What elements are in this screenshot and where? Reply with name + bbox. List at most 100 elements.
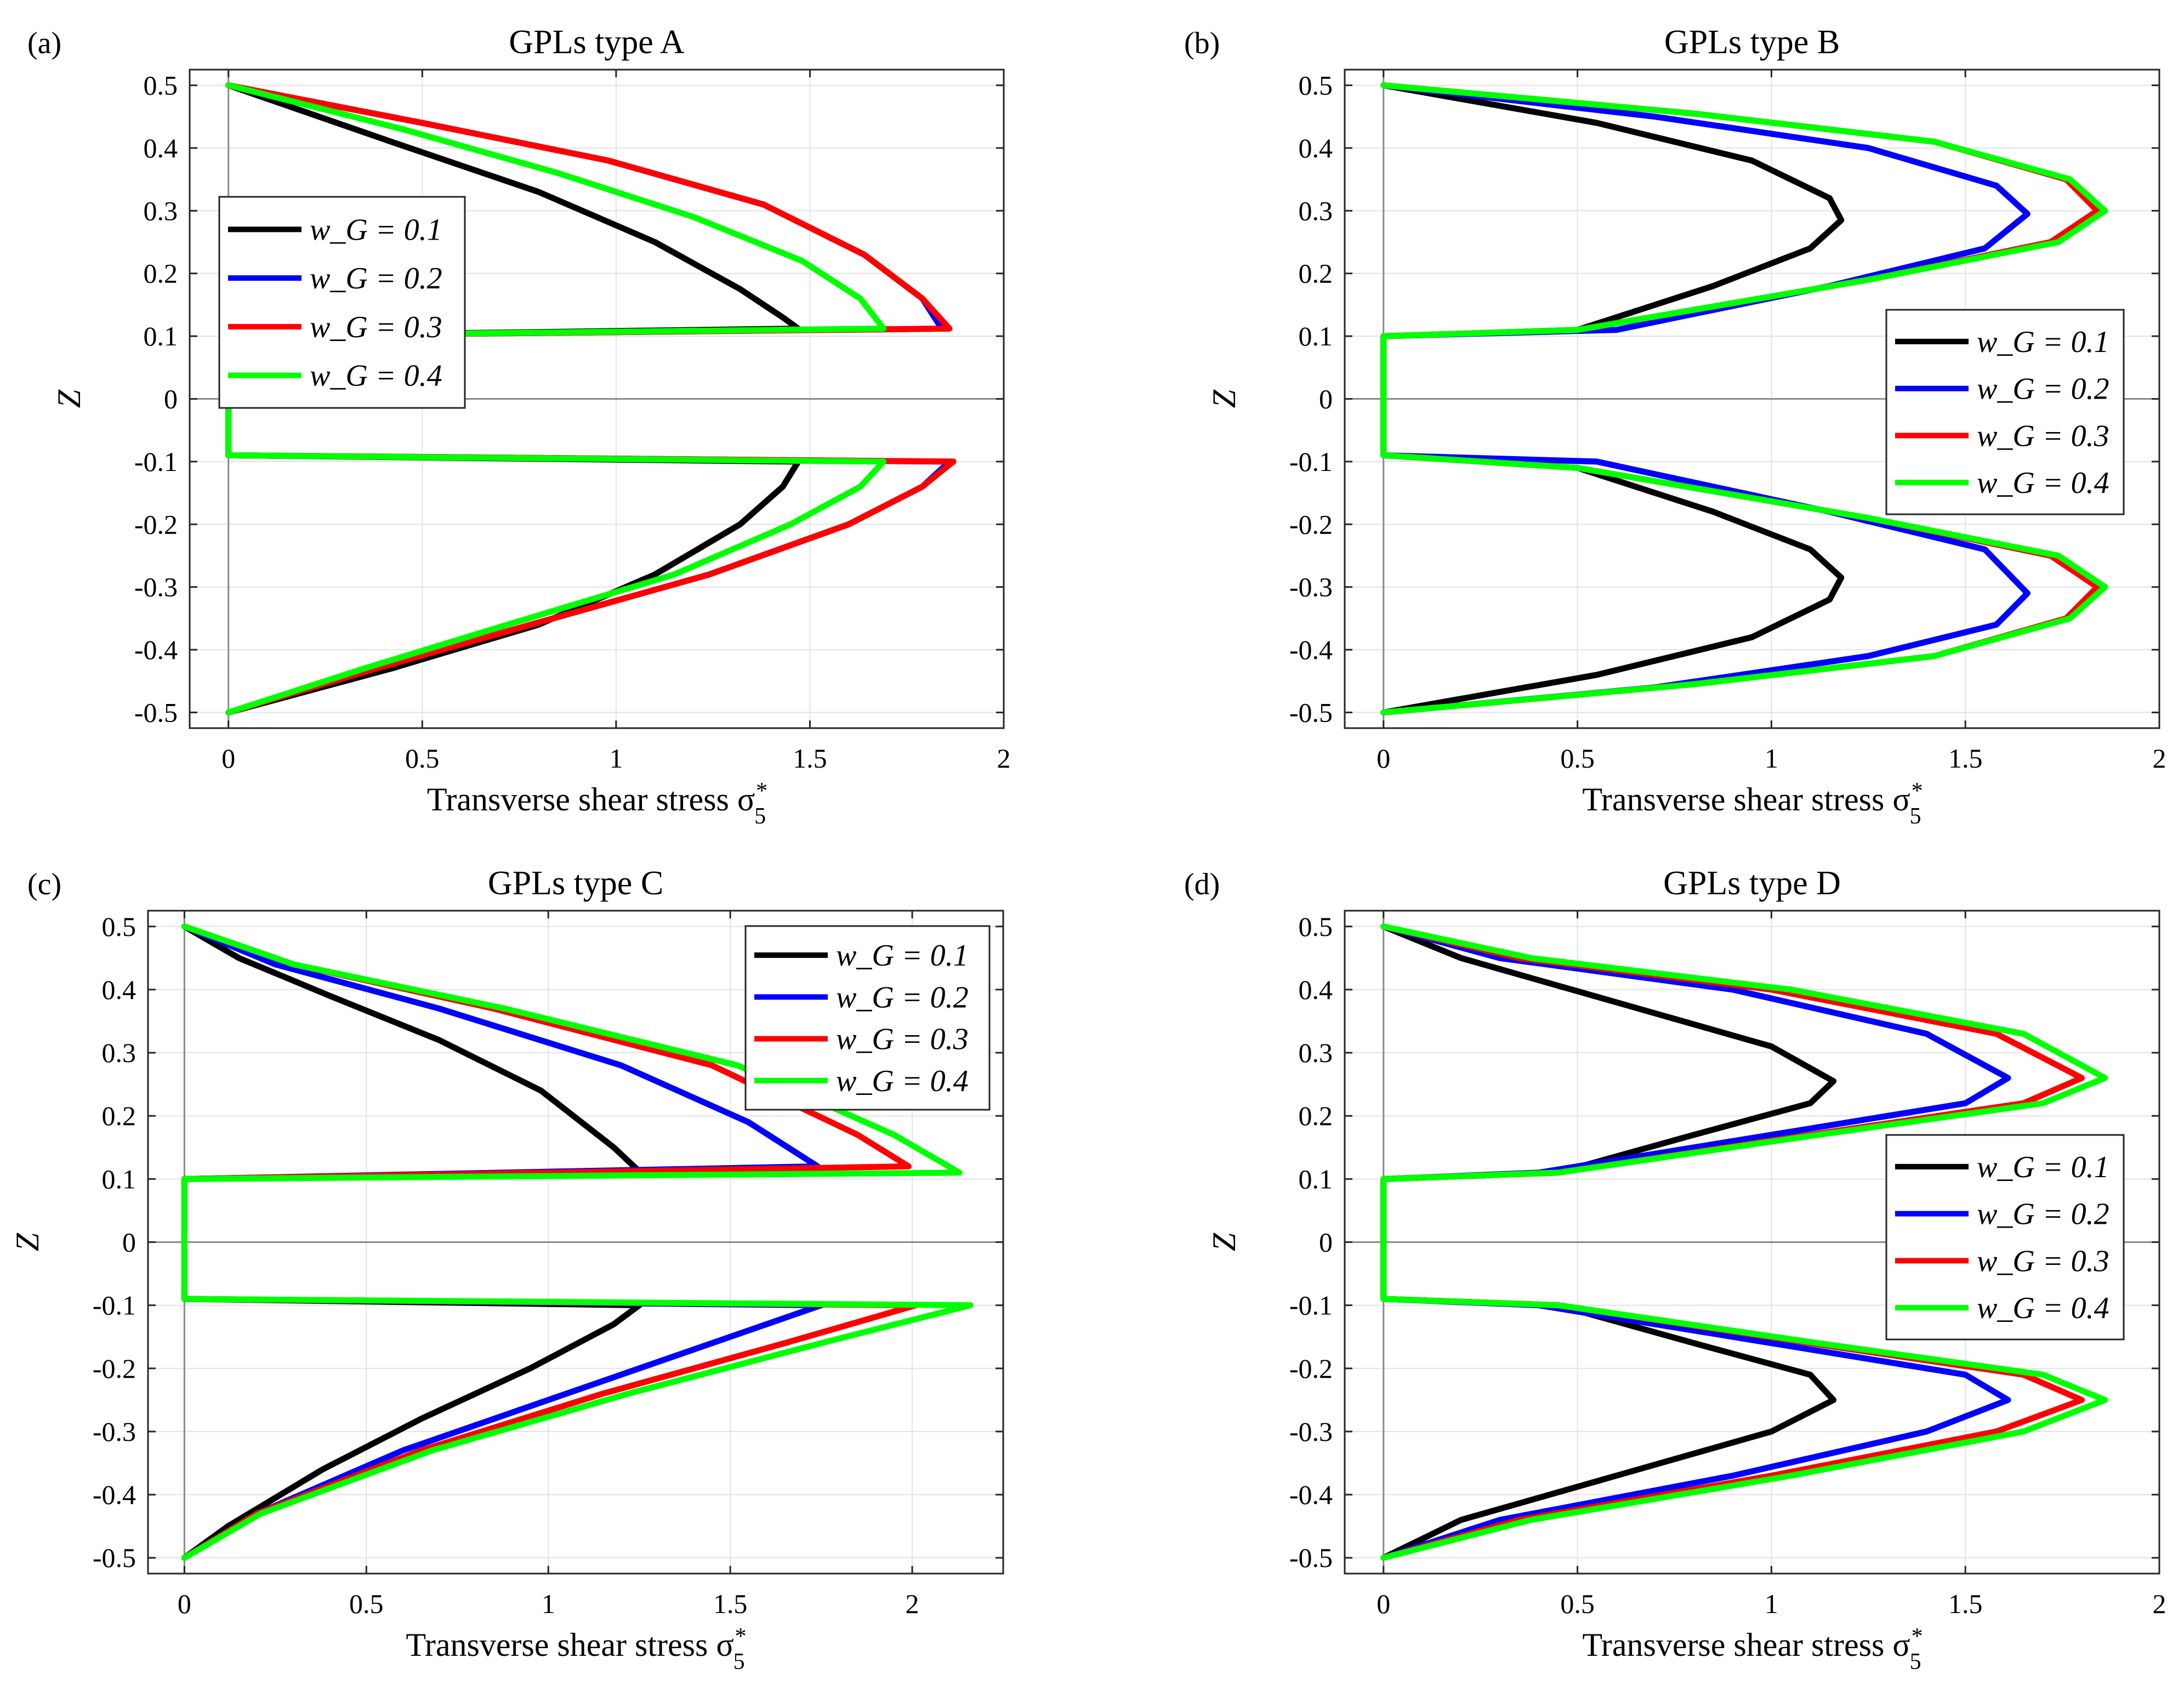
x-tick-label: 0.5 <box>1560 743 1595 774</box>
legend-label: w_G = 0.4 <box>836 1064 969 1098</box>
x-tick-label: 0.5 <box>1560 1588 1595 1619</box>
legend-label: w_G = 0.4 <box>310 359 442 393</box>
legend-label: w_G = 0.2 <box>1977 1197 2109 1231</box>
y-axis-title: Z <box>1206 389 1242 408</box>
y-tick-label: -0.2 <box>1289 1353 1333 1384</box>
x-axis-title: Transverse shear stress σ* 5 <box>427 779 766 829</box>
y-tick-label: -0.5 <box>1289 697 1333 728</box>
x-tick-label: 1.5 <box>1948 1588 1983 1619</box>
panel-label: (c) <box>27 867 61 901</box>
x-tick-label: 1.5 <box>713 1588 748 1619</box>
x-axis-title-sup: * <box>1910 1624 1922 1649</box>
x-tick-label: 1.5 <box>793 743 827 774</box>
panel-label: (b) <box>1184 26 1220 60</box>
x-axis-title-sub: 5 <box>733 1649 745 1674</box>
y-tick-label: 0.5 <box>144 70 178 101</box>
y-tick-label: -0.4 <box>134 634 178 665</box>
y-tick-label: 0.2 <box>1299 1100 1333 1131</box>
y-tick-label: 0.3 <box>1299 1037 1333 1068</box>
legend: w_G = 0.1 w_G = 0.2 w_G = 0.3 w_G = 0.4 <box>1885 1134 2125 1341</box>
panel-label: (d) <box>1184 867 1220 901</box>
x-axis-title-main: Transverse shear stress σ <box>427 781 755 817</box>
x-tick-label: 1 <box>1765 743 1778 774</box>
x-tick-label: 1.5 <box>1948 743 1983 774</box>
y-tick-label: -0.3 <box>134 572 178 603</box>
series-line-green <box>1380 923 2108 1561</box>
legend-label: w_G = 0.2 <box>1977 372 2109 406</box>
x-tick-label: 0 <box>221 743 235 774</box>
x-tick-label: 1 <box>542 1588 555 1619</box>
y-tick-label: 0.5 <box>1299 70 1333 101</box>
x-tick-label: 2 <box>906 1588 919 1619</box>
y-tick-label: -0.3 <box>1289 572 1333 603</box>
x-tick-label: 2 <box>2153 1588 2166 1619</box>
y-tick-label: 0.1 <box>144 321 178 351</box>
x-tick-label: 1 <box>1765 1588 1778 1619</box>
y-tick-label: 0.2 <box>144 258 178 289</box>
x-axis-title-main: Transverse shear stress σ <box>1582 1627 1910 1663</box>
y-tick-label: 0.4 <box>102 974 136 1005</box>
x-tick-label: 2 <box>2153 743 2166 774</box>
y-axis-title: Z <box>51 389 87 408</box>
y-tick-label: 0.5 <box>1299 911 1333 942</box>
y-tick-label: -0.4 <box>1289 634 1333 665</box>
chart-panel-0: 0 0.5 1 1.5 2 0.5 0.4 0.3 0.2 0.1 0 -0.1 -0.2 -0.3 -0.… <box>27 24 1011 829</box>
legend-label: w_G = 0.1 <box>1977 1150 2109 1184</box>
y-tick-label: -0.1 <box>1289 446 1333 477</box>
x-tick-label: 1 <box>609 743 623 774</box>
y-axis-title: Z <box>1206 1233 1242 1251</box>
x-axis-title: Transverse shear stress σ* 5 <box>406 1624 745 1674</box>
y-tick-label: -0.4 <box>1289 1479 1333 1510</box>
series-line-green <box>1380 82 2108 716</box>
y-tick-label: -0.1 <box>1289 1290 1333 1321</box>
x-axis-title: Transverse shear stress σ* 5 <box>1582 1624 1921 1674</box>
y-tick-label: 0.3 <box>1299 195 1333 226</box>
y-tick-label: 0 <box>164 384 178 415</box>
legend: w_G = 0.1 w_G = 0.2 w_G = 0.3 w_G = 0.4 <box>218 196 466 409</box>
legend-label: w_G = 0.3 <box>1977 1244 2109 1278</box>
y-tick-label: 0.4 <box>144 133 178 163</box>
x-tick-label: 0 <box>178 1588 191 1619</box>
y-tick-label: -0.2 <box>134 509 178 540</box>
legend-label: w_G = 0.3 <box>310 310 442 344</box>
legend-label: w_G = 0.2 <box>836 980 969 1014</box>
legend-label: w_G = 0.4 <box>1977 466 2109 500</box>
y-tick-label: -0.4 <box>93 1479 136 1510</box>
y-tick-label: -0.5 <box>93 1542 136 1573</box>
y-tick-label: -0.5 <box>134 697 178 728</box>
y-tick-label: -0.1 <box>93 1290 136 1321</box>
panel-title: GPLs type C <box>488 865 663 902</box>
y-tick-label: 0.5 <box>102 911 136 942</box>
legend: w_G = 0.1 w_G = 0.2 w_G = 0.3 w_G = 0.4 <box>744 925 991 1111</box>
x-axis-title-sup: * <box>755 779 766 804</box>
x-axis-title-main: Transverse shear stress σ <box>406 1627 733 1663</box>
legend-label: w_G = 0.3 <box>1977 419 2109 453</box>
panel-title: GPLs type B <box>1664 24 1840 61</box>
x-axis-title-sub: 5 <box>1910 1649 1921 1674</box>
y-axis-title: Z <box>9 1233 46 1251</box>
y-tick-label: 0.2 <box>102 1100 136 1131</box>
y-tick-label: -0.2 <box>1289 509 1333 540</box>
legend-label: w_G = 0.4 <box>1977 1291 2109 1325</box>
y-tick-label: 0.1 <box>1299 321 1333 351</box>
chart-panel-2: 0 0.5 1 1.5 2 0.5 0.4 0.3 0.2 0.1 0 -0.1 -0.2 -0.3 -0.… <box>9 865 1004 1674</box>
y-tick-label: -0.1 <box>134 446 178 477</box>
series-line-green <box>181 923 974 1561</box>
chart-panel-3: 0 0.5 1 1.5 2 0.5 0.4 0.3 0.2 0.1 0 -0.1 -0.2 -0.3 -0.… <box>1184 865 2166 1674</box>
x-tick-label: 0 <box>1377 743 1390 774</box>
panel-title: GPLs type D <box>1663 865 1841 902</box>
y-tick-label: -0.3 <box>1289 1416 1333 1447</box>
x-axis-title-sup: * <box>734 1624 746 1649</box>
y-tick-label: 0.3 <box>144 195 178 226</box>
x-axis-title-main: Transverse shear stress σ <box>1582 781 1910 817</box>
legend-label: w_G = 0.1 <box>310 213 442 247</box>
x-axis-title-sub: 5 <box>1910 804 1921 829</box>
legend-label: w_G = 0.1 <box>836 939 969 973</box>
y-tick-label: 0.3 <box>102 1037 136 1068</box>
y-tick-label: 0 <box>1319 1227 1333 1258</box>
x-axis-title: Transverse shear stress σ* 5 <box>1582 779 1921 829</box>
panel-title: GPLs type A <box>509 24 685 61</box>
panel-label: (a) <box>27 26 61 60</box>
y-tick-label: -0.5 <box>1289 1542 1333 1573</box>
